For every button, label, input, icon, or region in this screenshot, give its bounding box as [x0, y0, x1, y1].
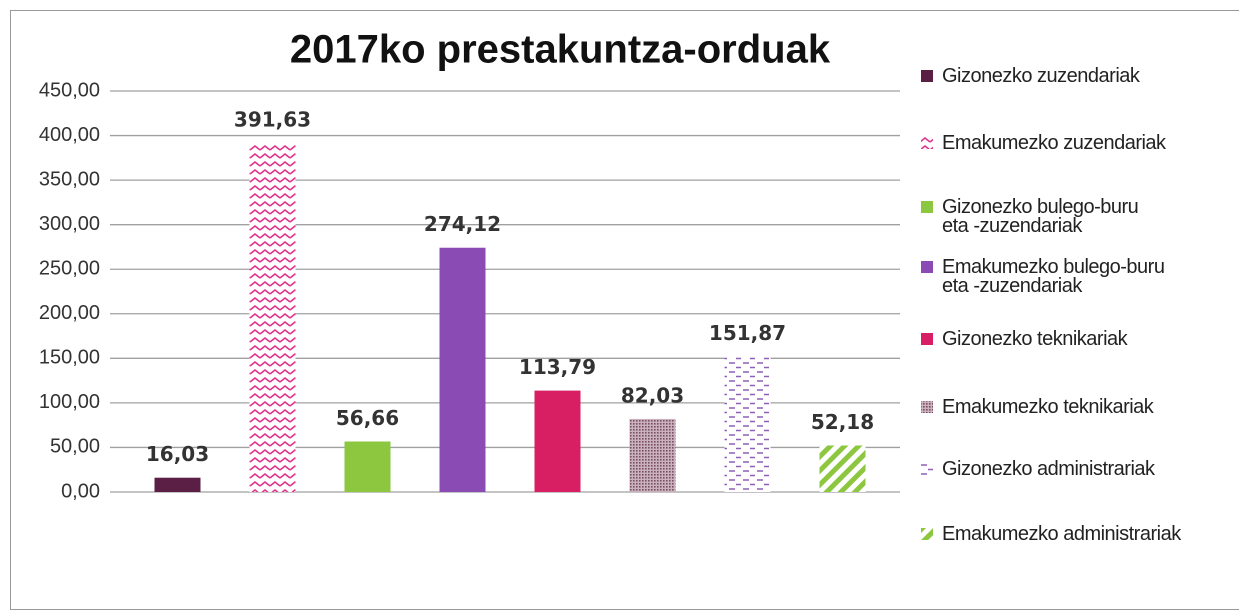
y-tick-label: 300,00 [39, 213, 100, 235]
value-label: 82,03 [621, 383, 684, 407]
bar [439, 247, 486, 492]
chart: 2017ko prestakuntza-orduak 0,00 50,00 100,… [39, 28, 900, 502]
value-label: 113,79 [519, 355, 596, 379]
bar [534, 390, 581, 492]
legend-swatch [921, 463, 933, 475]
legend-swatch-fill [921, 70, 933, 82]
y-tick-label: 350,00 [39, 168, 100, 190]
bar [629, 418, 676, 492]
legend-swatch [921, 70, 933, 82]
chart-title: 2017ko prestakuntza-orduak [290, 28, 831, 72]
legend-item: Emakumezko administrariak [920, 523, 1181, 545]
legend-swatch-fill [921, 261, 933, 273]
page: 2017ko prestakuntza-orduak 0,00 50,00 100,… [10, 0, 1239, 610]
value-label: 16,03 [146, 442, 209, 466]
legend-swatch [921, 137, 933, 149]
legend-label: Emakumezko administrariak [942, 523, 1181, 545]
legend-swatch [921, 201, 933, 213]
legend-label: Emakumezko zuzendariak [942, 132, 1166, 154]
legend-swatch-fill [921, 528, 933, 540]
value-label: 274,12 [424, 212, 501, 236]
value-label: 52,18 [811, 410, 874, 434]
legend-label: Gizonezko teknikariak [942, 328, 1128, 350]
legend: Gizonezko zuzendariak Emakumezko zuzendar… [920, 0, 1239, 597]
legend-item: Gizonezko zuzendariak [920, 65, 1140, 87]
legend-label: Emakumezko teknikariak [942, 396, 1154, 418]
legend-swatch-fill [921, 137, 933, 149]
legend-swatch [921, 333, 933, 345]
legend-item: Gizonezko bulego-buru eta -zuzendariak [920, 196, 1139, 237]
y-tick-label: 400,00 [39, 124, 100, 146]
legend-item: Emakumezko zuzendariak [920, 132, 1166, 154]
legend-label: Gizonezko zuzendariak [942, 65, 1140, 87]
y-tick-label: 50,00 [50, 436, 100, 458]
bar [154, 477, 201, 492]
bar [344, 441, 391, 492]
bar [724, 356, 771, 492]
y-tick-label: 250,00 [39, 258, 100, 280]
y-tick-label: 150,00 [39, 347, 100, 369]
legend-swatch-fill [921, 333, 933, 345]
y-tick-label: 100,00 [39, 391, 100, 413]
y-tick-label: 450,00 [39, 79, 100, 101]
legend-swatch [921, 528, 933, 540]
legend-swatch-fill [921, 201, 933, 213]
legend-label: Gizonezko bulego-buru eta -zuzendariak [942, 196, 1139, 237]
legend-item: Gizonezko administrariak [920, 458, 1155, 480]
legend-item: Emakumezko teknikariak [920, 396, 1154, 418]
value-label: 391,63 [234, 108, 311, 132]
y-tick-label: 0,00 [61, 480, 100, 502]
legend-item: Gizonezko teknikariak [920, 328, 1128, 350]
bar [249, 143, 296, 492]
legend-swatch-fill [921, 463, 933, 475]
legend-swatch-fill [921, 401, 933, 413]
legend-label: Gizonezko administrariak [942, 458, 1155, 480]
value-label: 56,66 [336, 406, 399, 430]
y-tick-label: 200,00 [39, 302, 100, 324]
bar [819, 445, 866, 492]
legend-item: Emakumezko bulego-buru eta -zuzendariak [920, 256, 1165, 297]
legend-swatch [921, 261, 933, 273]
legend-label: Emakumezko bulego-buru eta -zuzendariak [942, 256, 1165, 297]
value-label: 151,87 [709, 321, 786, 345]
legend-swatch [921, 401, 933, 413]
